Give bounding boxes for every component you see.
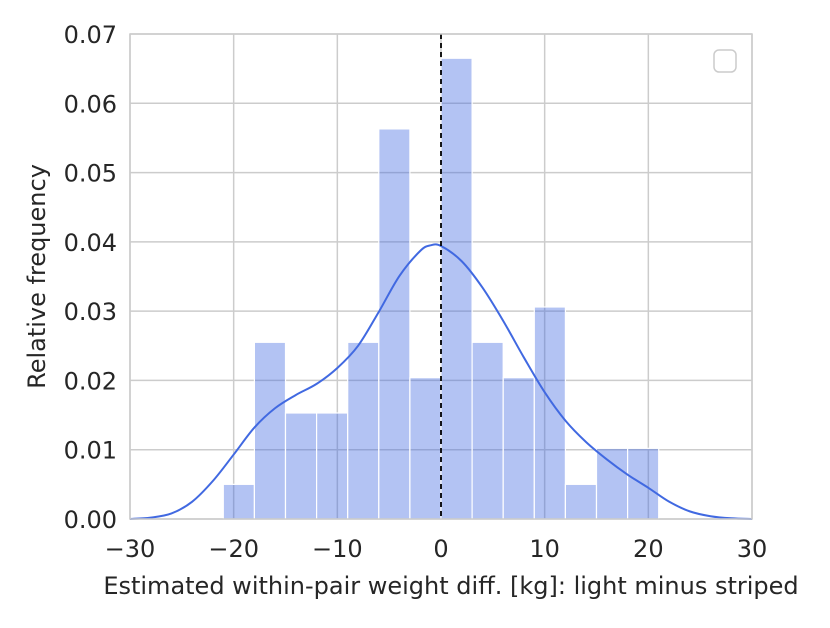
histogram-bar xyxy=(440,57,473,520)
histogram-bar xyxy=(409,377,442,520)
y-tick-label: 0.00 xyxy=(64,506,117,534)
plot-frame xyxy=(129,33,753,520)
histogram-bar xyxy=(378,128,411,520)
x-tick-label: 20 xyxy=(633,535,664,563)
kde-curve xyxy=(129,243,753,520)
histogram-bar xyxy=(316,412,349,520)
y-tick-label: 0.04 xyxy=(64,229,117,257)
y-axis-label: Relative frequency xyxy=(23,164,51,389)
histogram-bar xyxy=(347,341,380,520)
y-tick-label: 0.06 xyxy=(64,90,117,118)
histogram-bar xyxy=(564,483,598,520)
y-tick-label: 0.03 xyxy=(64,298,117,326)
histogram-bar xyxy=(533,306,566,520)
y-tick-label: 0.05 xyxy=(64,160,117,188)
x-axis-label: Estimated within-pair weight diff. [kg]:… xyxy=(103,572,798,600)
x-tick-label: −10 xyxy=(312,535,363,563)
y-tick-label: 0.01 xyxy=(64,437,117,465)
histogram-bars xyxy=(222,57,660,520)
x-tick-label: −30 xyxy=(105,535,156,563)
histogram-bar xyxy=(253,341,287,520)
y-tick-label: 0.07 xyxy=(64,21,117,49)
histogram-bar xyxy=(222,483,256,520)
y-tick-label: 0.02 xyxy=(64,367,117,395)
histogram-bar xyxy=(595,447,629,520)
x-tick-label: −20 xyxy=(208,535,259,563)
histogram-bar xyxy=(471,341,504,520)
histogram-bar xyxy=(502,377,535,520)
legend-box xyxy=(713,49,737,73)
x-tick-label: 30 xyxy=(737,535,768,563)
x-tick-label: 0 xyxy=(433,535,448,563)
histogram-bar xyxy=(284,412,318,520)
x-tick-label: 10 xyxy=(529,535,560,563)
x-tick-labels: −30 −20 −10 0 10 20 30 xyxy=(105,535,768,563)
y-tick-labels: 0.00 0.01 0.02 0.03 0.04 0.05 0.06 0.07 xyxy=(64,21,117,534)
